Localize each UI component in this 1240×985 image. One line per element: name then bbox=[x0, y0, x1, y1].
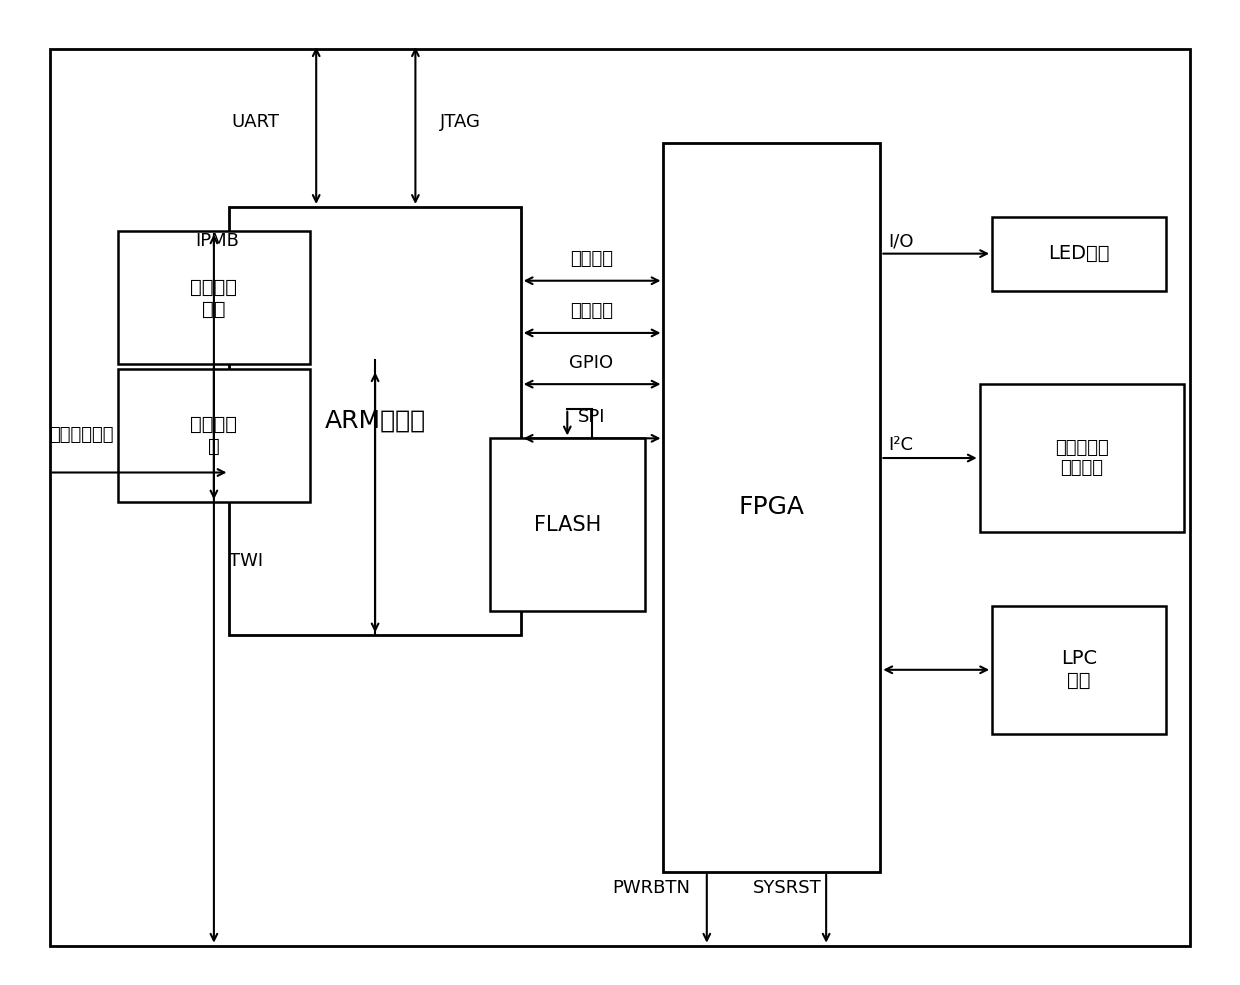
Text: LPC
接口: LPC 接口 bbox=[1060, 649, 1097, 690]
Bar bbox=[118, 231, 310, 364]
Text: FPGA: FPGA bbox=[739, 495, 805, 519]
Bar bbox=[980, 384, 1184, 532]
Text: 数据总线: 数据总线 bbox=[570, 302, 613, 320]
Text: GPIO: GPIO bbox=[569, 355, 614, 372]
Text: 主板电池电压: 主板电池电压 bbox=[50, 427, 114, 444]
Bar bbox=[992, 606, 1166, 734]
Text: IPMB: IPMB bbox=[195, 232, 239, 250]
Bar bbox=[490, 438, 645, 611]
Text: SYSRST: SYSRST bbox=[753, 880, 822, 897]
Text: 地址总线: 地址总线 bbox=[570, 250, 613, 268]
Bar bbox=[118, 369, 310, 502]
Text: 总线缓冲
器: 总线缓冲 器 bbox=[191, 416, 237, 456]
Bar bbox=[992, 217, 1166, 291]
Text: I²C: I²C bbox=[888, 436, 913, 454]
Text: ARM处理器: ARM处理器 bbox=[325, 409, 425, 433]
Text: FLASH: FLASH bbox=[533, 514, 601, 535]
Text: TWI: TWI bbox=[229, 553, 264, 570]
Text: I/O: I/O bbox=[888, 232, 914, 250]
Bar bbox=[663, 143, 880, 872]
Text: 电压与温度
测量电路: 电压与温度 测量电路 bbox=[1055, 438, 1109, 478]
Text: UART: UART bbox=[231, 113, 279, 131]
Text: 电平转换
电路: 电平转换 电路 bbox=[191, 278, 237, 318]
Text: LED电路: LED电路 bbox=[1048, 244, 1110, 263]
Text: JTAG: JTAG bbox=[440, 113, 481, 131]
Bar bbox=[229, 207, 521, 635]
Text: SPI: SPI bbox=[578, 408, 605, 426]
Text: PWRBTN: PWRBTN bbox=[613, 880, 689, 897]
